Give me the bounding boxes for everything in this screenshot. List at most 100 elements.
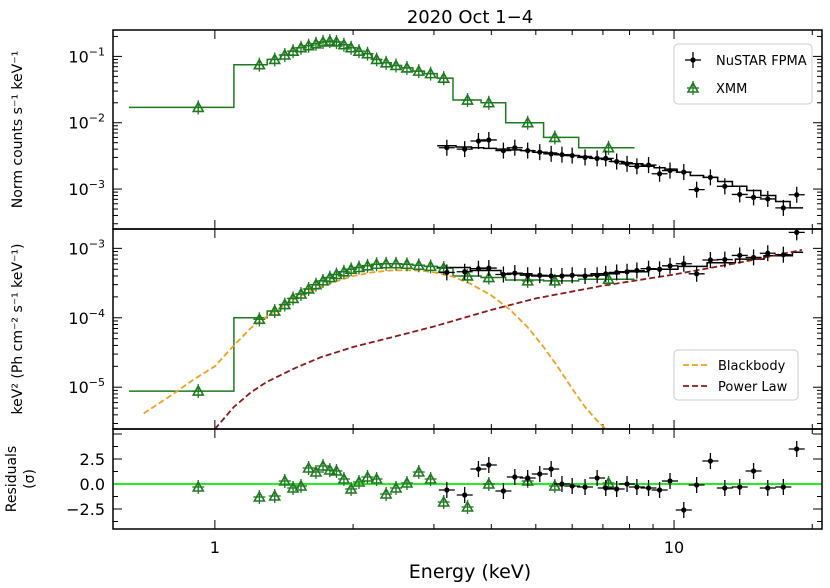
xmm-point [400, 257, 414, 272]
legend-entry-blackbody: Blackbody [683, 359, 786, 374]
xmm-point [461, 500, 474, 514]
nustar-point [495, 142, 512, 159]
model-step-xmm [129, 40, 635, 149]
chart-title: 2020 Oct 1−4 [407, 7, 533, 28]
y-axis-label: Norm counts s⁻¹ keV⁻¹ [10, 51, 26, 208]
nustar-point [688, 265, 705, 282]
nustar-point [628, 479, 645, 495]
nustar-point [662, 162, 679, 179]
legend-label-blackbody: Blackbody [718, 359, 786, 374]
xmm-point [389, 256, 403, 271]
nustar-point [628, 262, 645, 279]
nustar-point [608, 264, 625, 281]
nustar-point [702, 453, 719, 469]
x-tick-label: 10 [664, 538, 684, 557]
nustar-point [480, 131, 497, 148]
nustar-point [495, 266, 512, 283]
xmm-point [370, 472, 383, 486]
xmm-point [278, 297, 292, 312]
nustar-point [651, 261, 668, 278]
xmm-point [461, 93, 474, 108]
legend-entry-power-law: Power Law [683, 380, 788, 395]
xmm-point [302, 461, 315, 475]
nustar-point [675, 255, 692, 272]
xmm-point [482, 477, 496, 491]
panel-counts: 10−3 10−2 10−1 Norm counts s⁻¹ keV⁻¹ NuSTAR … [10, 29, 823, 230]
y-tick-label: 10−3 [68, 237, 105, 258]
nustar-point [702, 169, 719, 186]
nustar-point [788, 186, 805, 203]
nustar-point [745, 189, 762, 206]
xmm-point [602, 140, 615, 155]
y-tick-label: 10−3 [68, 178, 105, 199]
xmm-point [361, 470, 374, 484]
nustar-point [775, 246, 792, 263]
nustar-point [438, 482, 455, 498]
xmm-point [253, 490, 266, 504]
xmm-point [379, 55, 393, 70]
xmm-point [337, 37, 351, 52]
xmm-point [268, 304, 282, 319]
nustar-point [480, 260, 497, 277]
nustar-point [675, 502, 692, 518]
nustar-point [731, 247, 748, 264]
xmm-point [344, 482, 358, 496]
nustar-point [480, 457, 497, 473]
xmm-point [400, 60, 414, 75]
nustar-point [519, 470, 536, 486]
nustar-point [531, 466, 548, 482]
y-tick-label: 10−1 [68, 45, 105, 66]
nustar-point [619, 263, 636, 280]
xmm-point [389, 58, 403, 73]
nustar-point [506, 139, 523, 156]
xmm-point [548, 130, 562, 145]
plot-area [113, 441, 822, 518]
xmm-point [253, 312, 266, 327]
xmm-point [330, 464, 343, 478]
nustar-point [456, 141, 473, 158]
nustar-point [731, 479, 748, 495]
nustar-point [470, 133, 487, 150]
blackbody-curve [143, 269, 607, 429]
xmm-point [437, 495, 451, 509]
nustar-point [640, 157, 657, 174]
nustar-point [564, 267, 581, 284]
nustar-point [716, 251, 733, 268]
nustar-point [577, 267, 594, 284]
y-tick-label: −2.5 [66, 500, 105, 519]
model-step-nustar [437, 144, 804, 209]
nustar-point [651, 482, 668, 498]
nustar-point [788, 229, 805, 241]
nustar-point [470, 461, 487, 477]
legend-entry-nustar: NuSTAR FPMA [685, 52, 807, 69]
xmm-point [412, 64, 426, 79]
nustar-point [608, 481, 625, 497]
nustar-point [456, 487, 473, 503]
xmm-point [412, 258, 426, 273]
nustar-point [716, 480, 733, 496]
xmm-point [278, 474, 292, 488]
xmm-point [191, 480, 205, 494]
xmm-point [400, 476, 414, 490]
nustar-point [662, 257, 679, 274]
plot-area [129, 34, 805, 216]
xmm-point [548, 479, 562, 493]
y-tick-label: 2.5 [80, 450, 105, 469]
nustar-point [640, 480, 657, 496]
xmm-point [316, 459, 330, 473]
x-tick-label: 1 [210, 538, 220, 557]
nustar-point [564, 147, 581, 164]
xmm-point [294, 479, 308, 493]
nustar-point [577, 149, 594, 166]
xmm-point [191, 100, 205, 115]
nustar-point [759, 480, 776, 496]
nustar-point [531, 267, 548, 284]
nustar-point [775, 199, 792, 216]
xmm-point [389, 481, 403, 495]
nustar-point [577, 479, 594, 495]
nustar-point [553, 146, 570, 163]
y-tick-label: 10−2 [68, 112, 105, 133]
xmm-point [437, 71, 451, 86]
y-tick-label: 10−4 [68, 307, 105, 328]
